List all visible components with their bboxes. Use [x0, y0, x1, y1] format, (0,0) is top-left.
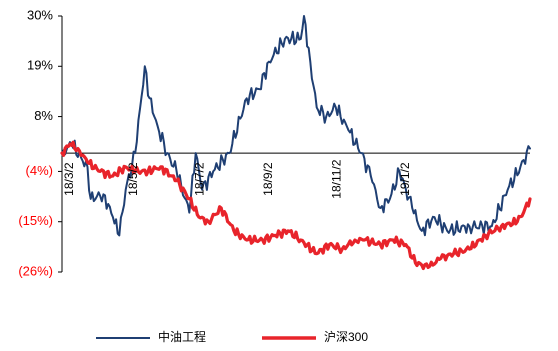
y-tick-label: (15%)	[18, 213, 53, 228]
y-tick-label: (26%)	[18, 263, 53, 278]
legend: 中油工程 沪深300	[96, 329, 368, 344]
x-tick-label: 18/11/2	[330, 159, 344, 198]
x-axis-tick-labels: 18/3/2 18/5/2 18/7/2 18/9/2 18/11/2 19/1/2	[62, 159, 412, 198]
legend-label: 沪深300	[324, 330, 368, 344]
y-tick-label: 19%	[27, 58, 53, 73]
y-axis: 30% 19% 8% (4%) (15%) (26%)	[18, 7, 63, 278]
y-tick-label: (4%)	[26, 163, 53, 178]
x-tick-label: 18/5/2	[126, 162, 140, 196]
x-tick-label: 18/3/2	[62, 162, 76, 196]
x-tick-label: 19/1/2	[398, 162, 412, 196]
x-tick-label: 18/9/2	[261, 162, 275, 196]
series-line-zhongyou-gongcheng	[61, 15, 531, 237]
x-tick-label: 18/7/2	[193, 162, 207, 196]
legend-label: 中油工程	[158, 329, 206, 344]
series-line-hushen-300	[60, 140, 532, 271]
y-tick-label: 30%	[27, 7, 53, 22]
y-tick-label: 8%	[34, 108, 53, 123]
series-lines	[60, 15, 532, 271]
